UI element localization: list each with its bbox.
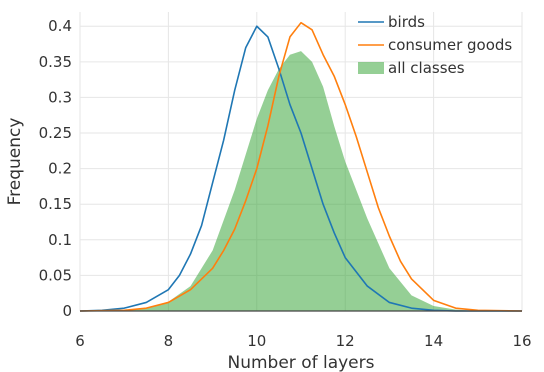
x-tick-label: 8 (164, 332, 174, 350)
axes: 6 8 10 12 14 16 0 0.05 0.1 0.15 0.2 0.25 0.3 0.35 0.4 (39, 17, 532, 350)
y-tick-label: 0.25 (39, 124, 72, 142)
legend-label-birds: birds (388, 13, 425, 31)
y-axis-title: Frequency (5, 118, 25, 206)
x-tick-label: 14 (424, 332, 443, 350)
legend-label-consumer-goods: consumer goods (388, 36, 512, 54)
area-all-classes (80, 51, 522, 312)
y-tick-label: 0.1 (48, 231, 72, 249)
x-tick-label: 10 (247, 332, 266, 350)
legend: birds consumer goods all classes (358, 13, 512, 77)
y-tick-label: 0.05 (39, 266, 72, 284)
line-consumer-goods (79, 21, 523, 312)
y-tick-label: 0.15 (39, 195, 72, 213)
line-birds (79, 25, 522, 312)
y-tick-label: 0.4 (48, 17, 72, 35)
y-tick-label: 0 (62, 302, 72, 320)
x-tick-label: 12 (336, 332, 355, 350)
y-tick-label: 0.2 (48, 160, 72, 178)
legend-swatch-all-classes (358, 62, 384, 74)
y-tick-label: 0.35 (39, 53, 72, 71)
x-axis-title: Number of layers (228, 353, 375, 372)
x-tick-label: 16 (512, 332, 531, 350)
series-layer (79, 21, 523, 312)
x-tick-label: 6 (75, 332, 85, 350)
y-tick-label: 0.3 (48, 88, 72, 106)
legend-label-all-classes: all classes (388, 59, 465, 77)
